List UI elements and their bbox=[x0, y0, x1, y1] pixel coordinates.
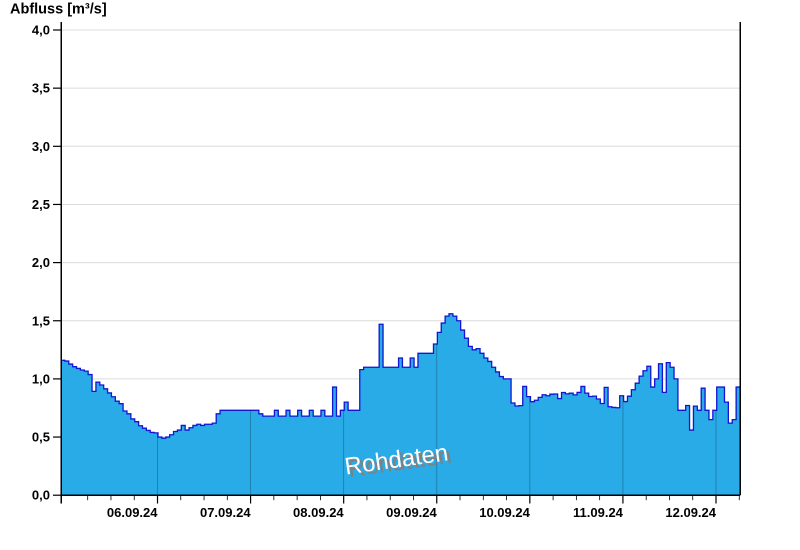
svg-text:1,0: 1,0 bbox=[32, 371, 50, 386]
svg-text:11.09.24: 11.09.24 bbox=[573, 505, 624, 520]
svg-text:3,5: 3,5 bbox=[32, 81, 50, 96]
svg-text:12.09.24: 12.09.24 bbox=[665, 505, 716, 520]
svg-text:06.09.24: 06.09.24 bbox=[107, 505, 158, 520]
svg-text:3,0: 3,0 bbox=[32, 139, 50, 154]
svg-text:2,5: 2,5 bbox=[32, 197, 50, 212]
svg-text:0,0: 0,0 bbox=[32, 488, 50, 503]
svg-text:Abfluss [m³/s]: Abfluss [m³/s] bbox=[10, 2, 107, 18]
svg-text:2,0: 2,0 bbox=[32, 255, 50, 270]
svg-text:4,0: 4,0 bbox=[32, 23, 50, 38]
svg-text:0,5: 0,5 bbox=[32, 430, 50, 445]
svg-text:07.09.24: 07.09.24 bbox=[200, 505, 251, 520]
svg-text:10.09.24: 10.09.24 bbox=[479, 505, 530, 520]
svg-text:1,5: 1,5 bbox=[32, 313, 50, 328]
svg-text:08.09.24: 08.09.24 bbox=[293, 505, 344, 520]
svg-text:09.09.24: 09.09.24 bbox=[386, 505, 437, 520]
